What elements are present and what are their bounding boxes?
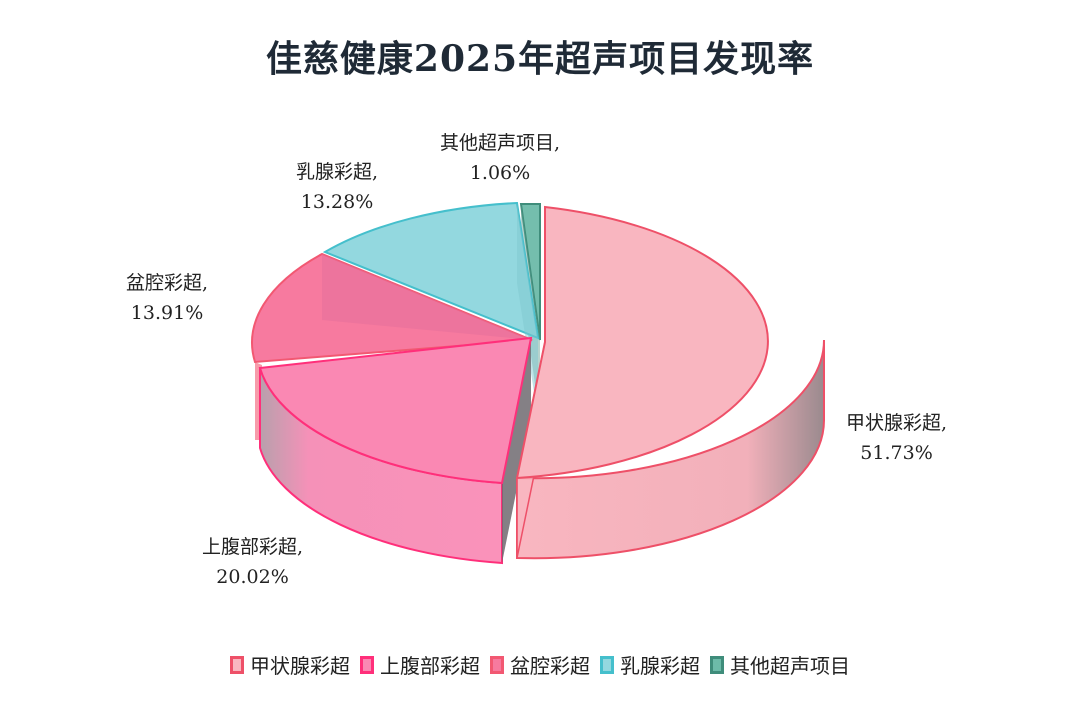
label-value: 13.91% bbox=[130, 302, 204, 324]
legend-label: 乳腺彩超 bbox=[620, 654, 700, 678]
legend-label: 上腹部彩超 bbox=[380, 654, 480, 678]
label-name: 其他超声项目, bbox=[440, 132, 561, 154]
legend-item-upper-abdomen[interactable]: 上腹部彩超 bbox=[360, 650, 480, 679]
legend-swatch-icon bbox=[490, 655, 504, 674]
legend-item-other[interactable]: 其他超声项目 bbox=[710, 650, 850, 679]
slice-upper-abdomen[interactable] bbox=[258, 336, 533, 565]
legend-swatch-icon bbox=[360, 655, 374, 674]
legend-label: 甲状腺彩超 bbox=[250, 654, 350, 678]
chart-title: 佳慈健康2025年超声项目发现率 bbox=[265, 38, 815, 80]
label-value: 20.02% bbox=[216, 566, 289, 588]
legend-label: 盆腔彩超 bbox=[510, 654, 590, 678]
legend-item-breast[interactable]: 乳腺彩超 bbox=[600, 650, 700, 679]
label-name: 盆腔彩超, bbox=[126, 272, 209, 294]
label-value: 1.06% bbox=[469, 162, 531, 184]
legend-swatch-icon bbox=[230, 655, 244, 674]
data-label-other: 其他超声项目, 1.06% bbox=[440, 128, 560, 188]
legend-swatch-icon bbox=[710, 655, 724, 674]
label-name: 甲状腺彩超, bbox=[846, 412, 948, 434]
slice-breast[interactable] bbox=[322, 201, 540, 418]
slice-pelvic[interactable] bbox=[251, 252, 533, 440]
data-label-upper-abdomen: 上腹部彩超, 20.02% bbox=[202, 532, 303, 592]
data-label-thyroid: 甲状腺彩超, 51.73% bbox=[846, 408, 947, 468]
data-label-breast: 乳腺彩超, 13.28% bbox=[296, 157, 378, 217]
legend-item-thyroid[interactable]: 甲状腺彩超 bbox=[230, 650, 350, 679]
label-value: 51.73% bbox=[860, 442, 933, 464]
label-name: 上腹部彩超, bbox=[202, 536, 304, 558]
label-value: 13.28% bbox=[300, 191, 374, 213]
legend-item-pelvic[interactable]: 盆腔彩超 bbox=[490, 650, 590, 679]
legend-swatch-icon bbox=[600, 655, 614, 674]
legend-label: 其他超声项目 bbox=[730, 654, 850, 678]
data-label-pelvic: 盆腔彩超, 13.91% bbox=[126, 268, 208, 328]
label-name: 乳腺彩超, bbox=[296, 161, 379, 183]
slice-thyroid[interactable] bbox=[515, 205, 826, 560]
chart-legend: 甲状腺彩超 上腹部彩超 盆腔彩超 乳腺彩超 其他超声项目 bbox=[0, 650, 1080, 679]
